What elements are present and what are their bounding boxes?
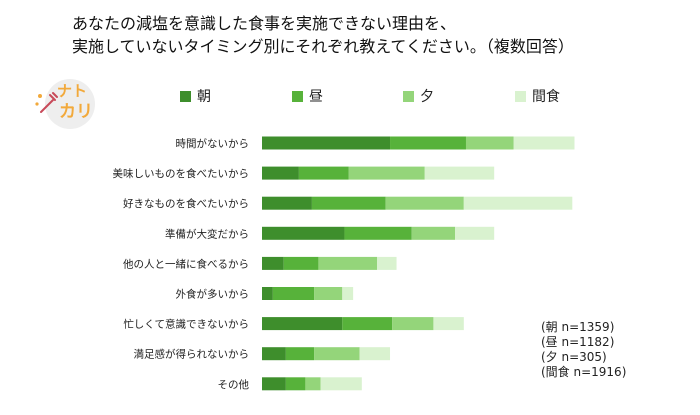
category-label: 時間がないから (176, 137, 250, 150)
logo-text-1: ナト (57, 82, 87, 100)
category-label: 好きなものを食べたいから (123, 197, 249, 210)
legend-item-asa: 朝 (180, 86, 211, 106)
category-label: 他の人と一緒に食べるから (123, 257, 249, 270)
legend-swatch-asa (180, 90, 191, 102)
category-label: 外食が多いから (176, 288, 250, 301)
legend-item-hiru: 昼 (292, 86, 323, 106)
bar-segment-asa (262, 166, 299, 180)
logo-dot-icon (38, 94, 42, 98)
bar-segment-asa (262, 317, 343, 331)
natokari-logo: ナト カリ (26, 74, 106, 138)
title-line-1: あなたの減塩を意識した食事を実施できない理由を、 (72, 14, 457, 33)
bar-segment-yu (348, 166, 425, 180)
bar-segment-hiru (390, 136, 466, 150)
bar-segment-kanshoku (433, 317, 464, 331)
legend-label-hiru: 昼 (309, 89, 323, 105)
note-hiru: (昼 n=1182) (541, 335, 615, 349)
bar-segment-yu (318, 256, 378, 270)
bar-segment-kanshoku (513, 136, 575, 150)
bar-segment-hiru (344, 226, 412, 240)
bar-segment-yu (305, 377, 321, 391)
bar-segment-kanshoku (377, 256, 397, 270)
category-label: その他 (218, 378, 250, 391)
logo-dot-icon (35, 102, 39, 106)
bar-segment-yu (314, 347, 360, 361)
bar-segment-kanshoku (455, 226, 495, 240)
logo-graphic: ナト カリ (35, 79, 95, 129)
bar-segment-asa (262, 287, 273, 300)
sample-size-notes: (朝 n=1359) (昼 n=1182) (夕 n=305) (間食 n=19… (541, 320, 626, 380)
category-label: 準備が大変だから (165, 227, 249, 240)
note-kanshoku: (間食 n=1916) (541, 365, 627, 379)
logo-text-2: カリ (59, 102, 93, 122)
legend-label-kanshoku: 間食 (532, 89, 560, 105)
bar-segment-kanshoku (359, 347, 391, 361)
legend-item-kanshoku: 間食 (515, 86, 560, 106)
note-asa: (朝 n=1359) (541, 320, 615, 334)
bar-segment-hiru (342, 317, 393, 331)
legend-label-yu: 夕 (420, 89, 434, 105)
logo-circle (45, 79, 95, 129)
bar-segment-yu (392, 317, 434, 331)
fork-icon (40, 92, 58, 113)
bar-segment-yu (411, 226, 456, 240)
bar-segment-hiru (283, 256, 319, 270)
bar-segment-asa (262, 256, 284, 270)
legend-label-asa: 朝 (197, 89, 211, 105)
bar-segment-hiru (285, 347, 315, 361)
bar-segment-asa (262, 347, 286, 361)
bar-segment-hiru (311, 196, 386, 210)
bar-segment-hiru (298, 166, 349, 180)
legend-item-yu: 夕 (403, 86, 434, 106)
bar-segment-asa (262, 196, 312, 210)
bar-segment-yu (385, 196, 464, 210)
bar-segment-asa (262, 377, 286, 391)
chart-title: あなたの減塩を意識した食事を実施できない理由を、 実施していないタイミング別にそ… (72, 12, 672, 58)
legend-swatch-yu (403, 90, 414, 102)
legend-swatch-kanshoku (515, 90, 526, 102)
bar-segment-yu (465, 136, 514, 150)
bar-segment-kanshoku (463, 196, 573, 210)
bar-segment-kanshoku (424, 166, 495, 180)
bar-segment-kanshoku (342, 287, 354, 300)
legend-swatch-hiru (292, 90, 303, 102)
bar-segment-yu (314, 287, 343, 300)
category-label: 美味しいものを食べたいから (113, 167, 250, 180)
bar-segment-asa (262, 226, 345, 240)
category-label: 忙しくて意識できないから (123, 318, 249, 331)
category-label: 満足感が得られないから (134, 348, 250, 361)
title-line-2: 実施していないタイミング別にそれぞれ教えてください。（複数回答） (72, 37, 574, 56)
bar-segment-hiru (285, 377, 306, 391)
note-yu: (夕 n=305) (541, 350, 607, 364)
bar-segment-kanshoku (320, 377, 362, 391)
bar-segment-asa (262, 136, 391, 150)
bar-segment-hiru (272, 287, 315, 300)
